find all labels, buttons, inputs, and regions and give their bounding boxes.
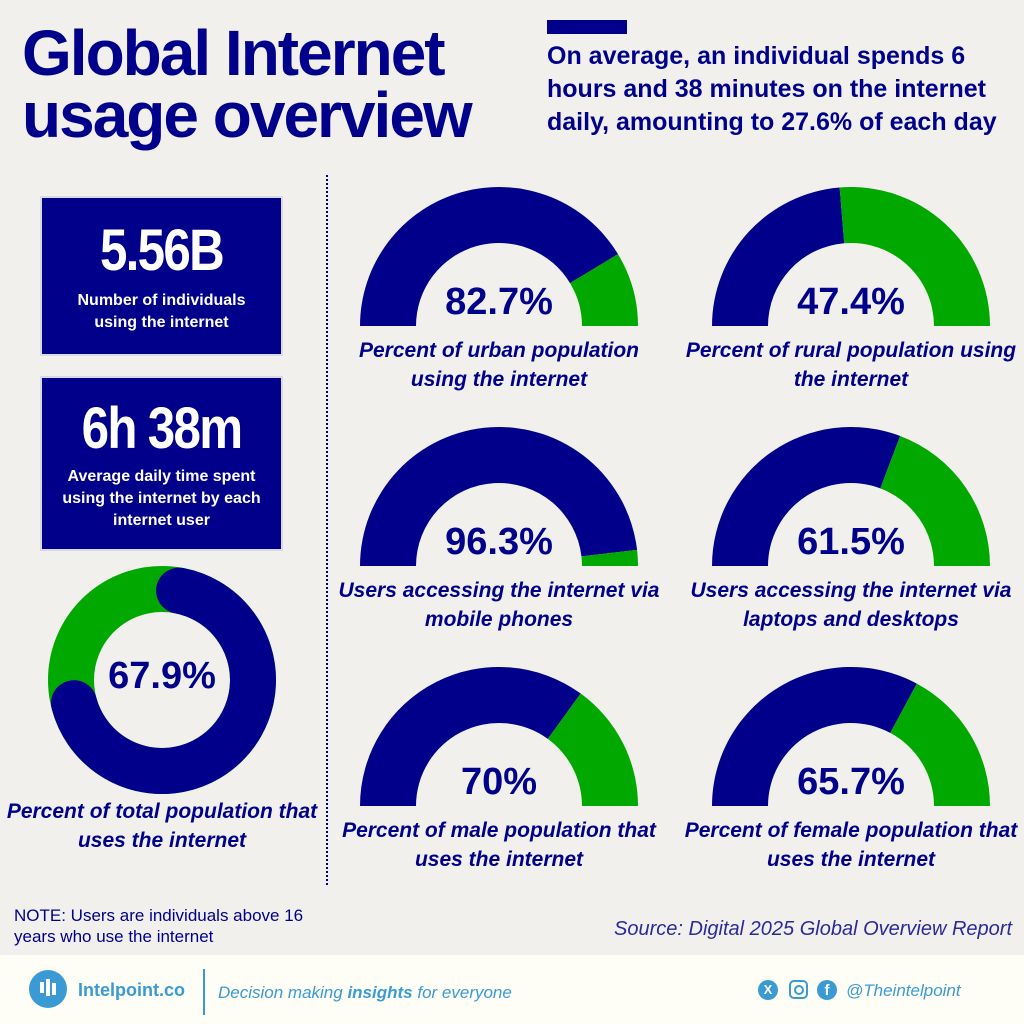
tagline: Decision making insights for everyone bbox=[218, 983, 512, 1003]
gauge-caption: Percent of female population that uses t… bbox=[684, 819, 1018, 871]
gauge-value-arc bbox=[360, 427, 638, 566]
donut-value-arc bbox=[51, 567, 276, 794]
tagline-text: for everyone bbox=[412, 983, 512, 1002]
gauge-remainder-arc bbox=[581, 549, 638, 566]
stat-box-time: 6h 38m Average daily time spent using th… bbox=[40, 376, 283, 551]
stat-value: 5.56B bbox=[99, 218, 225, 283]
tagline-bold: insights bbox=[347, 983, 413, 1002]
gauge-value-label: 82.7% bbox=[445, 281, 553, 323]
stat-value: 6h 38m bbox=[81, 396, 243, 461]
gauge-caption: Percent of urban population using the in… bbox=[358, 339, 639, 391]
brand-name[interactable]: Intelpoint.co bbox=[78, 980, 185, 1000]
gauge-value-label: 96.3% bbox=[445, 521, 553, 563]
gauge-remainder-arc bbox=[839, 187, 991, 326]
source: Source: Digital 2025 Global Overview Rep… bbox=[614, 918, 1012, 940]
gauge-value-label: 65.7% bbox=[797, 761, 905, 803]
footer-divider bbox=[203, 969, 205, 1015]
accent-bar bbox=[547, 20, 627, 34]
gauge-value-arc bbox=[712, 667, 917, 806]
gauge-value-arc bbox=[712, 187, 845, 326]
gauge-caption: Users accessing the internet via laptops… bbox=[690, 579, 1012, 631]
x-icon[interactable]: X bbox=[758, 980, 778, 1000]
subtitle: On average, an individual spends 6 hours… bbox=[547, 42, 997, 136]
gauge-remainder-arc bbox=[570, 254, 638, 326]
title-line: usage overview bbox=[22, 79, 473, 151]
instagram-icon[interactable] bbox=[789, 980, 808, 999]
gauge-caption: Percent of male population that uses the… bbox=[342, 819, 656, 871]
gauge-value-arc bbox=[360, 187, 618, 326]
divider bbox=[326, 175, 328, 885]
note: NOTE: Users are individuals above 16 yea… bbox=[14, 906, 304, 946]
logo-icon bbox=[29, 970, 67, 1008]
donut-value-label: 67.9% bbox=[108, 655, 216, 697]
gauge-remainder-arc bbox=[890, 683, 991, 806]
page-title: Global Internet usage overview bbox=[22, 17, 473, 151]
gauge-remainder-arc bbox=[547, 693, 638, 806]
gauge-caption: Percent of rural population using the in… bbox=[685, 339, 1017, 391]
stat-label: Average daily time spent using the inter… bbox=[62, 468, 261, 529]
gauge-caption: Users accessing the internet via mobile … bbox=[338, 579, 660, 631]
social-handle[interactable]: @Theintelpoint bbox=[846, 981, 961, 1000]
stat-box-users: 5.56B Number of individuals using the in… bbox=[40, 196, 283, 356]
gauge-value-arc bbox=[360, 667, 581, 806]
gauge-value-arc bbox=[712, 427, 901, 566]
gauge-value-label: 61.5% bbox=[797, 521, 905, 563]
gauge-value-label: 70% bbox=[460, 761, 538, 803]
tagline-text: Decision making bbox=[218, 983, 348, 1002]
gauge-value-label: 47.4% bbox=[797, 281, 905, 323]
title-line: Global Internet bbox=[22, 17, 446, 89]
footer: Intelpoint.co Decision making insights f… bbox=[0, 955, 1024, 1024]
stat-label: Number of individuals using the internet bbox=[77, 292, 246, 331]
gauge-remainder-arc bbox=[880, 435, 990, 566]
facebook-icon[interactable]: f bbox=[817, 980, 837, 1000]
donut-caption: Percent of total population that uses th… bbox=[6, 800, 318, 852]
